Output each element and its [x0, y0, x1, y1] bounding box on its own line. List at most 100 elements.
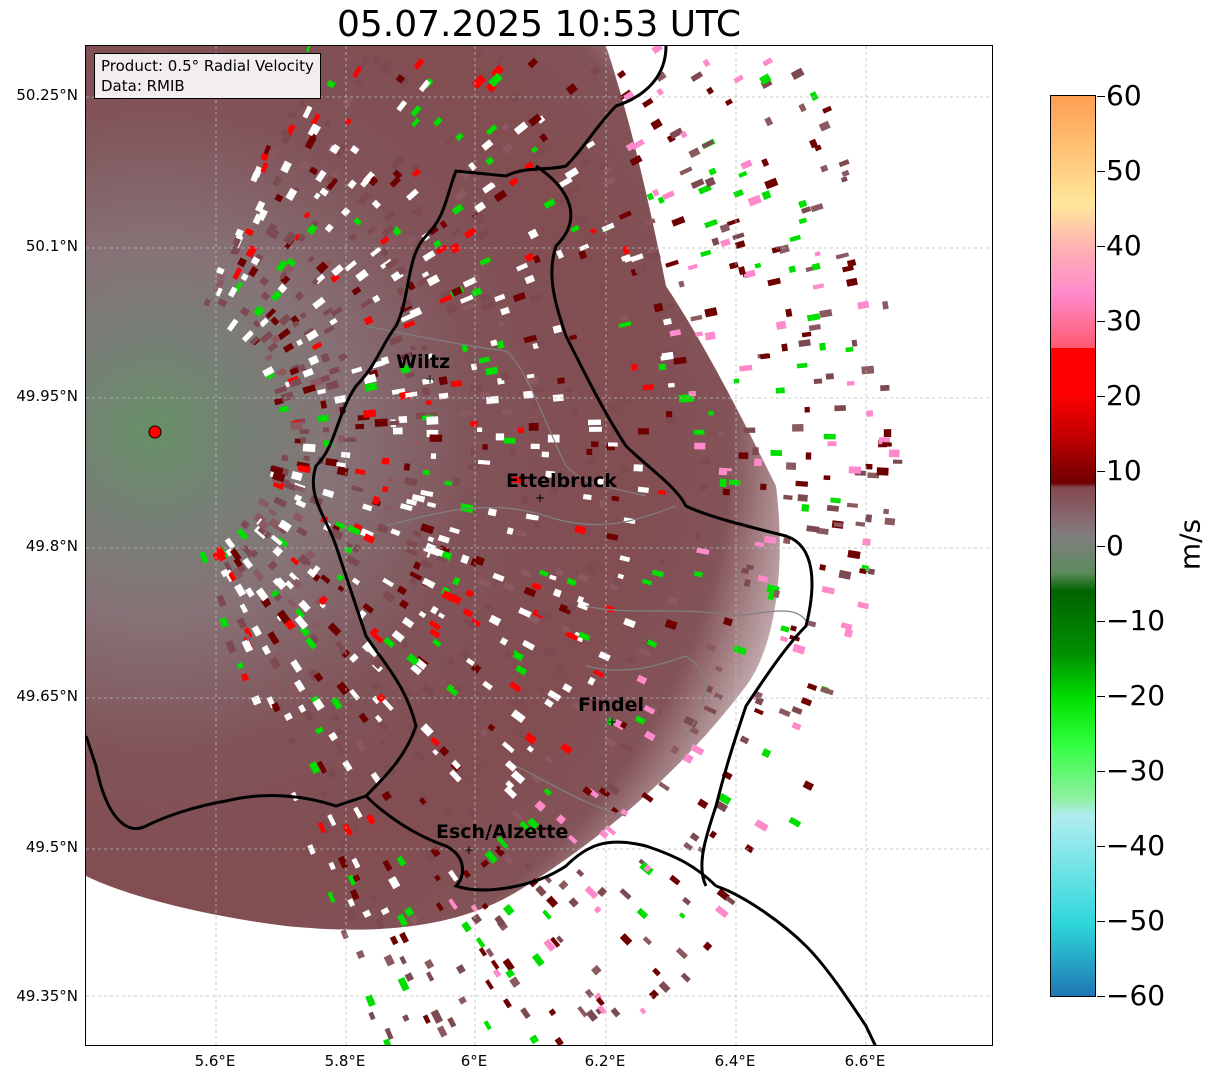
city-label-ettelbruck: Ettelbruck [506, 470, 617, 492]
radar-speckle-bin [682, 753, 694, 764]
radar-speckle-bin [657, 196, 665, 204]
radar-speckle-bin [610, 806, 619, 815]
radar-speckle-bin [384, 210, 396, 222]
radar-speckle-bin [327, 813, 337, 827]
radar-speckle-bin [418, 797, 427, 806]
radar-speckle-bin [411, 117, 421, 128]
colorbar-tick-mark [1097, 696, 1105, 697]
radar-speckle-bin [680, 130, 688, 139]
radar-speckle-bin [439, 294, 453, 304]
radar-speckle-bin [383, 636, 396, 649]
radar-speckle-bin [260, 162, 269, 173]
radar-speckle-bin [367, 644, 380, 658]
city-label-wiltz: Wiltz [396, 351, 451, 373]
radar-speckle-bin [494, 915, 506, 928]
radar-speckle-bin [362, 602, 375, 614]
radar-speckle-bin [864, 514, 873, 523]
radar-speckle-bin [410, 105, 422, 118]
radar-speckle-bin [567, 834, 578, 845]
radar-speckle-bin [805, 452, 812, 460]
radar-speckle-bin [651, 46, 663, 54]
radar-speckle-bin [426, 274, 441, 287]
radar-speckle-bin [460, 554, 470, 565]
radar-speckle-bin [294, 291, 305, 301]
radar-speckle-bin [411, 168, 422, 178]
radar-speckle-bin [402, 351, 412, 359]
radar-speckle-bin [524, 274, 536, 285]
lat-tick-label: 49.8°N [25, 537, 78, 555]
radar-speckle-bin [649, 704, 660, 715]
radar-speckle-bin [391, 226, 402, 237]
radar-speckle-bin [391, 630, 405, 643]
radar-speckle-bin [338, 352, 348, 362]
radar-speckle-bin [347, 179, 357, 190]
radar-speckle-bin [422, 250, 436, 262]
radar-speckle-bin [531, 582, 542, 591]
radar-speckle-bin [448, 898, 458, 910]
radar-speckle-bin [305, 549, 316, 560]
colorbar-tick-label: −20 [1106, 679, 1166, 712]
radar-map[interactable]: + + + + [85, 45, 993, 1046]
map-title: 05.07.2025 10:53 UTC [336, 4, 742, 45]
radar-speckle-bin [303, 709, 315, 723]
radar-speckle-bin [376, 523, 389, 534]
radar-speckle-bin [384, 1027, 394, 1041]
radar-speckle-bin [336, 681, 350, 696]
radar-speckle-bin [425, 353, 434, 360]
radar-speckle-bin [516, 262, 529, 272]
radar-speckle-bin [334, 741, 346, 755]
radar-speckle-bin [771, 246, 781, 254]
radar-speckle-bin [234, 583, 247, 597]
radar-speckle-bin [788, 816, 802, 828]
radar-speckle-bin [534, 800, 547, 812]
radar-speckle-bin [220, 568, 230, 578]
radar-speckle-bin [363, 533, 376, 544]
radar-speckle-bin [430, 453, 437, 460]
radar-speckle-bin [302, 384, 317, 394]
radar-speckle-bin [317, 414, 329, 423]
radar-speckle-bin [482, 444, 488, 450]
radar-speckle-bin [406, 188, 419, 201]
radar-speckle-bin [230, 548, 242, 562]
radar-speckle-bin [411, 493, 426, 503]
radar-speckle-bin [296, 338, 304, 347]
radar-speckle-bin [342, 760, 353, 772]
radar-speckle-bin [537, 686, 545, 694]
radar-speckle-bin [445, 683, 460, 697]
radar-speckle-bin [880, 384, 890, 392]
radar-speckle-bin [331, 264, 344, 277]
radar-speckle-bin [835, 252, 850, 260]
radar-speckle-bin [350, 145, 360, 155]
radar-speckle-bin [334, 143, 348, 158]
radar-speckle-bin [668, 382, 675, 388]
radar-speckle-bin [520, 569, 532, 579]
radar-speckle-bin [458, 821, 468, 831]
radar-speckle-bin [322, 307, 334, 317]
radar-speckle-bin [294, 615, 309, 630]
radar-speckle-bin [488, 72, 503, 88]
radar-speckle-bin [255, 200, 266, 213]
radar-speckle-bin [471, 74, 487, 89]
radar-speckle-bin [548, 1008, 557, 1017]
radar-speckle-bin [673, 356, 687, 365]
radar-speckle-bin [383, 1038, 393, 1045]
radar-speckle-bin [400, 364, 411, 374]
radar-speckle-bin [826, 504, 840, 512]
radar-speckle-bin [511, 476, 525, 484]
radar-speckle-bin [530, 773, 542, 784]
radar-speckle-bin [847, 549, 861, 560]
radar-speckle-bin [653, 302, 664, 313]
radar-speckle-bin [732, 232, 745, 241]
radar-speckle-bin [532, 254, 541, 264]
radar-speckle-bin [405, 372, 415, 379]
colorbar-tick-label: 50 [1106, 154, 1142, 187]
radar-speckle-bin [620, 254, 632, 262]
radar-speckle-bin [352, 874, 361, 882]
radar-speckle-bin [485, 156, 495, 166]
radar-speckle-bin [759, 73, 772, 85]
radar-speckle-bin [539, 133, 549, 143]
radar-speckle-bin [485, 366, 499, 376]
radar-speckle-bin [420, 559, 434, 570]
radar-speckle-bin [436, 1025, 448, 1038]
radar-speckle-bin [476, 228, 492, 241]
